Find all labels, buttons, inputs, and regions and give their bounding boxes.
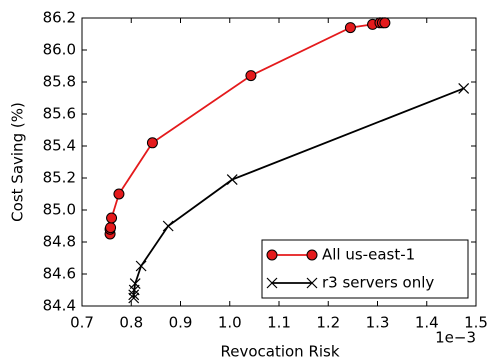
marker	[106, 212, 118, 224]
marker	[458, 82, 470, 94]
marker	[105, 222, 117, 234]
y-tick-label: 84.6	[43, 265, 76, 283]
y-axis-label: Cost Saving (%)	[9, 102, 27, 222]
marker	[146, 137, 158, 149]
marker	[128, 289, 140, 301]
x-tick-label: 1.4	[415, 314, 439, 332]
marker	[162, 220, 174, 232]
marker	[306, 249, 318, 261]
x-tick-label: 1.2	[316, 314, 340, 332]
y-tick-label: 85.6	[43, 105, 76, 123]
legend-label: r3 servers only	[322, 274, 434, 292]
marker	[266, 277, 278, 289]
x-offset-label: 1e−3	[435, 329, 476, 347]
y-tick-label: 86.0	[43, 41, 76, 59]
marker	[245, 70, 257, 82]
marker	[226, 174, 238, 186]
y-tick-label: 85.0	[43, 201, 76, 219]
series-line	[109, 21, 385, 234]
y-tick-label: 85.4	[43, 137, 76, 155]
y-tick-label: 84.8	[43, 233, 76, 251]
x-tick-label: 1.5	[464, 314, 488, 332]
marker	[379, 17, 391, 29]
x-axis-label: Revocation Risk	[220, 343, 339, 360]
marker	[344, 22, 356, 34]
x-tick-label: 0.8	[119, 314, 143, 332]
marker	[129, 278, 141, 290]
marker	[306, 277, 318, 289]
y-tick-label: 85.8	[43, 73, 76, 91]
x-tick-label: 0.9	[169, 314, 193, 332]
x-tick-label: 0.7	[70, 314, 94, 332]
y-tick-label: 86.2	[43, 9, 76, 27]
plot-frame	[81, 17, 477, 307]
y-tick-label: 84.4	[43, 297, 76, 315]
x-tick-label: 1.1	[267, 314, 291, 332]
marker	[113, 188, 125, 200]
x-tick-label: 1.0	[218, 314, 242, 332]
x-tick-label: 1.3	[366, 314, 390, 332]
y-tick-label: 85.2	[43, 169, 76, 187]
marker	[266, 249, 278, 261]
legend-box	[261, 239, 469, 299]
marker	[135, 260, 147, 272]
legend-label: All us-east-1	[322, 246, 415, 264]
